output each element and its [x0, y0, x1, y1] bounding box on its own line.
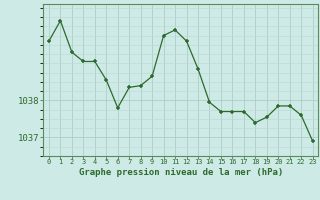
- X-axis label: Graphe pression niveau de la mer (hPa): Graphe pression niveau de la mer (hPa): [79, 168, 283, 177]
